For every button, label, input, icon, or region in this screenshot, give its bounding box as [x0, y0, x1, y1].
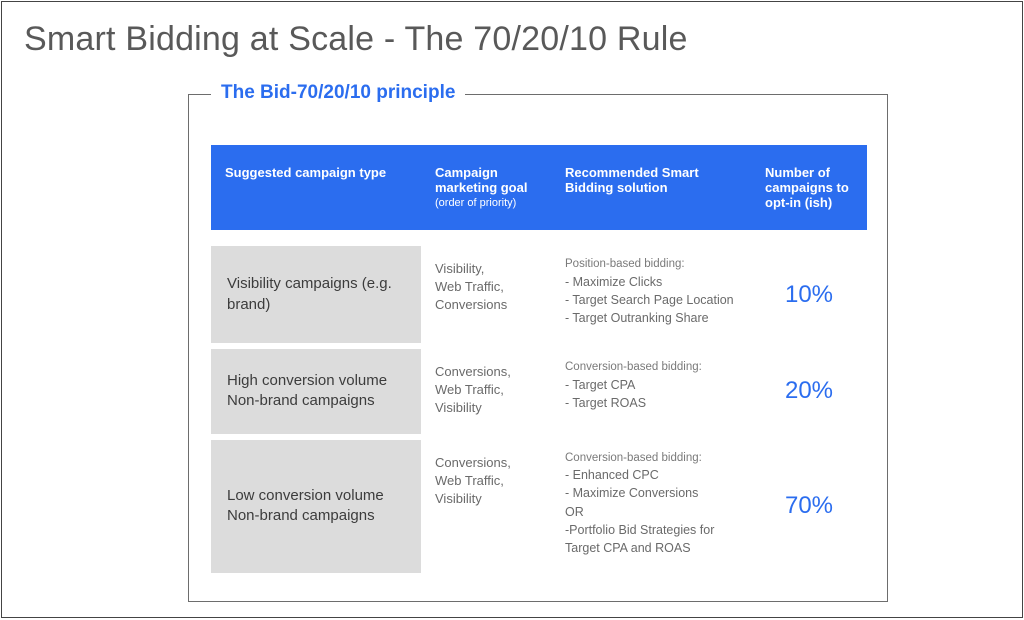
table-row: High conversion volume Non-brand campaig…	[211, 343, 867, 434]
col-label: Suggested campaign type	[225, 165, 386, 180]
page-title: Smart Bidding at Scale - The 70/20/10 Ru…	[2, 2, 1022, 59]
table-row: Visibility campaigns (e.g. brand) Visibi…	[211, 240, 867, 343]
slide-frame: Smart Bidding at Scale - The 70/20/10 Ru…	[1, 1, 1023, 618]
table-row: Low conversion volume Non-brand campaign…	[211, 434, 867, 573]
rec-items: - Enhanced CPC - Maximize Conversions OR…	[565, 466, 737, 557]
cell-percent: 70%	[751, 440, 867, 573]
panel-title: The Bid-70/20/10 principle	[211, 82, 465, 104]
rec-lead: Position-based bidding:	[565, 256, 737, 273]
cell-campaign-type: High conversion volume Non-brand campaig…	[211, 349, 421, 434]
col-header-optin: Number of campaigns to opt-in (ish)	[751, 145, 867, 230]
cell-campaign-type: Low conversion volume Non-brand campaign…	[211, 440, 421, 573]
col-sublabel: (order of priority)	[435, 197, 537, 209]
col-label: Number of campaigns to opt-in (ish)	[765, 165, 849, 210]
cell-recommended: Position-based bidding: - Maximize Click…	[551, 246, 751, 343]
cell-goal: Visibility, Web Traffic, Conversions	[421, 246, 551, 343]
cell-goal: Conversions, Web Traffic, Visibility	[421, 440, 551, 573]
cell-percent: 10%	[751, 246, 867, 343]
cell-goal: Conversions, Web Traffic, Visibility	[421, 349, 551, 434]
rec-items: - Target CPA - Target ROAS	[565, 376, 737, 412]
goal-text: Conversions, Web Traffic, Visibility	[435, 363, 537, 418]
col-header-campaign-type: Suggested campaign type	[211, 145, 421, 230]
cell-campaign-type: Visibility campaigns (e.g. brand)	[211, 246, 421, 343]
bidding-table: Suggested campaign type Campaign marketi…	[211, 145, 867, 573]
cell-recommended: Conversion-based bidding: - Enhanced CPC…	[551, 440, 751, 573]
goal-text: Visibility, Web Traffic, Conversions	[435, 260, 537, 315]
col-header-recommended: Recommended Smart Bidding solution	[551, 145, 751, 230]
rec-lead: Conversion-based bidding:	[565, 359, 737, 376]
table-header: Suggested campaign type Campaign marketi…	[211, 145, 867, 230]
goal-text: Conversions, Web Traffic, Visibility	[435, 454, 537, 509]
col-label: Recommended Smart Bidding solution	[565, 165, 699, 195]
cell-recommended: Conversion-based bidding: - Target CPA -…	[551, 349, 751, 434]
col-header-goal: Campaign marketing goal (order of priori…	[421, 145, 551, 230]
cell-percent: 20%	[751, 349, 867, 434]
rec-items: - Maximize Clicks - Target Search Page L…	[565, 273, 737, 327]
spacer	[211, 230, 867, 240]
principle-panel: The Bid-70/20/10 principle Suggested cam…	[188, 94, 888, 602]
col-label: Campaign marketing goal	[435, 165, 527, 195]
table-body: Visibility campaigns (e.g. brand) Visibi…	[211, 230, 867, 573]
rec-lead: Conversion-based bidding:	[565, 450, 737, 467]
